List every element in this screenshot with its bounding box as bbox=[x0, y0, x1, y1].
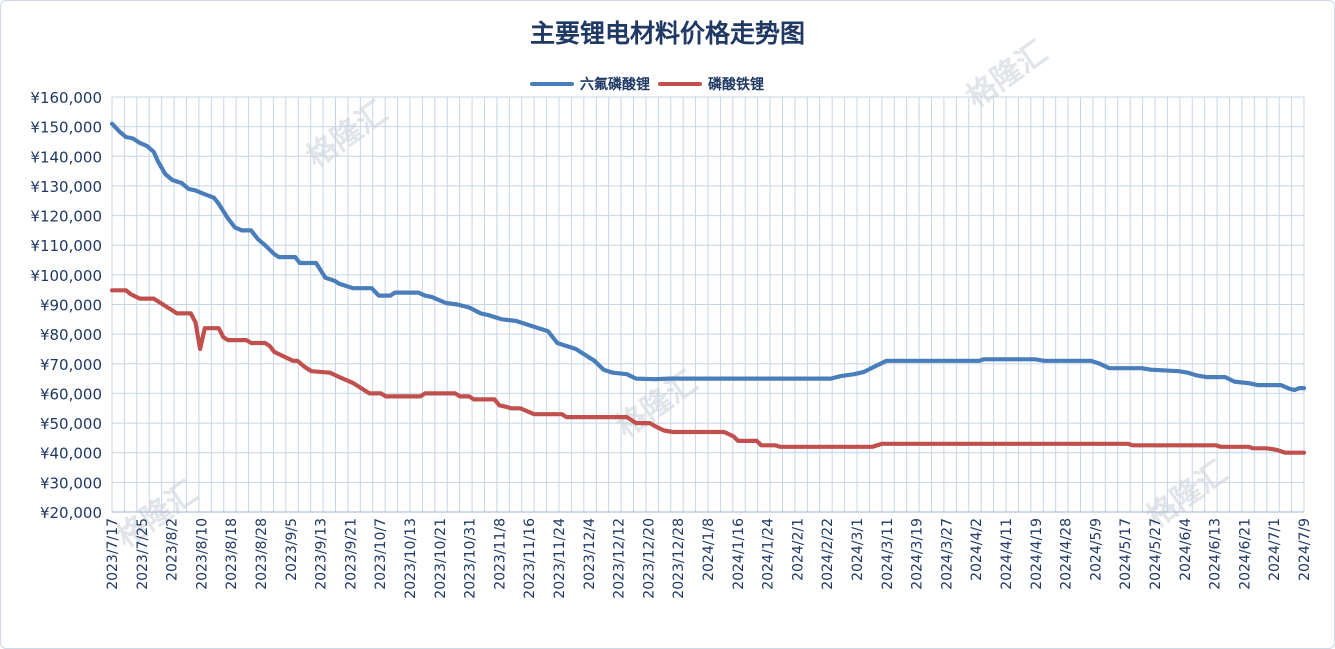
x-axis: 2023/7/17 2023/7/25 2023/8/2 2023/8/10 2023/… bbox=[105, 511, 1313, 599]
x-tick-label: 2023/8/18 bbox=[224, 518, 240, 590]
legend-label-lfp: 磷酸铁锂 bbox=[708, 77, 764, 93]
x-tick-label: 2024/6/13 bbox=[1208, 518, 1224, 590]
y-tick-label: ¥140,000 bbox=[30, 148, 102, 166]
x-tick-label: 2024/1/24 bbox=[761, 518, 777, 590]
x-tick-label: 2024/4/28 bbox=[1059, 518, 1075, 590]
x-tick-label: 2023/11/16 bbox=[522, 518, 538, 599]
x-tick-label: 2023/12/12 bbox=[612, 518, 628, 599]
x-tick-label: 2024/3/1 bbox=[850, 518, 866, 581]
x-tick-label: 2023/11/8 bbox=[492, 518, 508, 590]
series-lines bbox=[109, 121, 1307, 455]
series-line-lfp bbox=[109, 288, 1307, 455]
y-tick-label: ¥110,000 bbox=[30, 237, 102, 255]
y-tick-label: ¥20,000 bbox=[40, 504, 102, 522]
x-tick-label: 2023/8/2 bbox=[165, 518, 181, 581]
chart-title: 主要锂电材料价格走势图 bbox=[529, 19, 805, 48]
x-tick-label: 2024/4/11 bbox=[999, 518, 1015, 590]
x-tick-label: 2024/3/19 bbox=[910, 518, 926, 590]
y-axis: ¥160,000 ¥150,000 ¥140,000 ¥130,000 ¥120,000… bbox=[30, 89, 102, 522]
x-tick-label: 2024/2/1 bbox=[790, 518, 806, 581]
y-tick-label: ¥30,000 bbox=[40, 474, 102, 492]
legend-swatch-lfp bbox=[658, 82, 702, 86]
x-tick-label: 2023/8/10 bbox=[194, 518, 210, 590]
x-tick-label: 2024/3/11 bbox=[880, 518, 896, 590]
y-tick-label: ¥80,000 bbox=[40, 326, 102, 344]
x-tick-label: 2024/5/17 bbox=[1118, 518, 1134, 590]
y-tick-label: ¥100,000 bbox=[30, 267, 102, 285]
y-tick-label: ¥130,000 bbox=[30, 178, 102, 196]
y-tick-label: ¥90,000 bbox=[40, 297, 102, 315]
x-tick-label: 2023/8/28 bbox=[254, 518, 270, 590]
legend-item-lipf6: 六氟磷酸锂 bbox=[530, 74, 650, 94]
x-tick-label: 2023/9/21 bbox=[343, 518, 359, 590]
y-tick-label: ¥150,000 bbox=[30, 119, 102, 137]
x-tick-label: 2023/10/7 bbox=[373, 518, 389, 590]
y-tick-label: ¥60,000 bbox=[40, 385, 102, 403]
x-tick-label: 2024/1/16 bbox=[731, 518, 747, 590]
legend-item-lfp: 磷酸铁锂 bbox=[658, 74, 764, 94]
x-tick-label: 2024/6/21 bbox=[1237, 518, 1253, 590]
x-tick-label: 2023/11/24 bbox=[552, 518, 568, 599]
x-tick-label: 2024/5/9 bbox=[1088, 518, 1104, 581]
x-tick-label: 2023/12/28 bbox=[671, 518, 687, 599]
x-tick-label: 2024/5/27 bbox=[1148, 518, 1164, 590]
x-tick-label: 2023/12/4 bbox=[582, 518, 598, 590]
y-tick-label: ¥50,000 bbox=[40, 415, 102, 433]
x-tick-label: 2024/4/2 bbox=[969, 518, 985, 581]
legend: 六氟磷酸锂 磷酸铁锂 bbox=[530, 74, 772, 94]
x-tick-label: 2024/2/22 bbox=[820, 518, 836, 590]
x-tick-label: 2023/9/13 bbox=[314, 518, 330, 590]
x-tick-label: 2024/1/8 bbox=[701, 518, 717, 581]
grid-lines bbox=[111, 96, 1305, 513]
x-tick-label: 2023/7/17 bbox=[105, 518, 121, 590]
y-tick-label: ¥160,000 bbox=[30, 89, 102, 107]
legend-swatch-lipf6 bbox=[530, 82, 574, 86]
series-line-lipf6 bbox=[109, 121, 1307, 392]
legend-label-lipf6: 六氟磷酸锂 bbox=[580, 77, 650, 93]
x-tick-label: 2023/10/31 bbox=[463, 518, 479, 599]
y-tick-label: ¥40,000 bbox=[40, 445, 102, 463]
x-tick-label: 2024/3/27 bbox=[939, 518, 955, 590]
x-tick-label: 2023/7/25 bbox=[135, 518, 151, 590]
x-tick-label: 2023/12/20 bbox=[641, 518, 657, 599]
x-tick-label: 2023/10/13 bbox=[403, 518, 419, 599]
x-tick-label: 2024/7/1 bbox=[1267, 518, 1283, 581]
x-tick-label: 2023/9/5 bbox=[284, 518, 300, 581]
y-tick-label: ¥70,000 bbox=[40, 356, 102, 374]
y-tick-label: ¥120,000 bbox=[30, 208, 102, 226]
x-tick-label: 2024/4/19 bbox=[1029, 518, 1045, 590]
x-tick-label: 2023/10/21 bbox=[433, 518, 449, 599]
x-tick-label: 2024/7/9 bbox=[1297, 518, 1313, 581]
x-tick-label: 2024/6/4 bbox=[1178, 518, 1194, 581]
